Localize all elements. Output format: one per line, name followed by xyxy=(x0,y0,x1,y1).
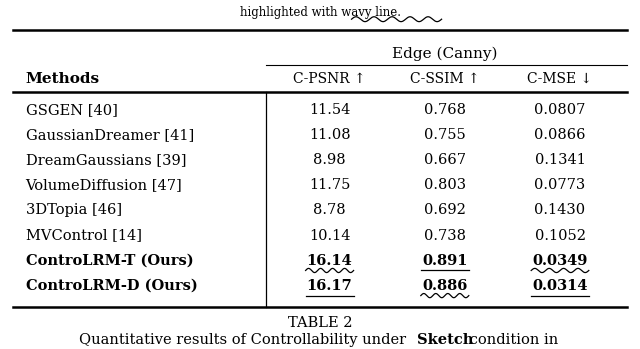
Text: 3DTopia [46]: 3DTopia [46] xyxy=(26,203,122,217)
Text: 0.692: 0.692 xyxy=(424,203,466,217)
Text: 0.0807: 0.0807 xyxy=(534,103,586,117)
Text: 0.1052: 0.1052 xyxy=(534,229,586,243)
Text: 16.14: 16.14 xyxy=(307,254,353,268)
Text: 0.1430: 0.1430 xyxy=(534,203,586,217)
Text: Methods: Methods xyxy=(26,72,100,86)
Text: 0.0349: 0.0349 xyxy=(532,254,588,268)
Text: C-MSE ↓: C-MSE ↓ xyxy=(527,72,593,86)
Text: 0.768: 0.768 xyxy=(424,103,466,117)
Text: 11.08: 11.08 xyxy=(308,128,351,142)
Text: 0.1341: 0.1341 xyxy=(534,153,586,167)
Text: 0.738: 0.738 xyxy=(424,229,466,243)
Text: 0.755: 0.755 xyxy=(424,128,466,142)
Text: GSGEN [40]: GSGEN [40] xyxy=(26,103,118,117)
Text: 8.78: 8.78 xyxy=(314,203,346,217)
Text: condition in: condition in xyxy=(465,333,559,347)
Text: Edge (Canny): Edge (Canny) xyxy=(392,47,497,61)
Text: VolumeDiffusion [47]: VolumeDiffusion [47] xyxy=(26,178,182,192)
Text: DreamGaussians [39]: DreamGaussians [39] xyxy=(26,153,186,167)
Text: MVControl [14]: MVControl [14] xyxy=(26,229,141,243)
Text: C-SSIM ↑: C-SSIM ↑ xyxy=(410,72,479,86)
Text: 8.98: 8.98 xyxy=(314,153,346,167)
Text: 0.0773: 0.0773 xyxy=(534,178,586,192)
Text: highlighted with wavy line.: highlighted with wavy line. xyxy=(239,6,401,20)
Text: 16.17: 16.17 xyxy=(307,279,353,293)
Text: 0.886: 0.886 xyxy=(422,279,467,293)
Text: ControLRM-D (Ours): ControLRM-D (Ours) xyxy=(26,279,197,293)
Text: 11.75: 11.75 xyxy=(309,178,350,192)
Text: Quantitative results of Controllability under: Quantitative results of Controllability … xyxy=(79,333,411,347)
Text: 0.891: 0.891 xyxy=(422,254,468,268)
Text: GaussianDreamer [41]: GaussianDreamer [41] xyxy=(26,128,194,142)
Text: 0.0866: 0.0866 xyxy=(534,128,586,142)
Text: TABLE 2: TABLE 2 xyxy=(288,316,352,330)
Text: 0.803: 0.803 xyxy=(424,178,466,192)
Text: Sketch: Sketch xyxy=(417,333,474,347)
Text: C-PSNR ↑: C-PSNR ↑ xyxy=(293,72,366,86)
Text: 0.667: 0.667 xyxy=(424,153,466,167)
Text: 0.0314: 0.0314 xyxy=(532,279,588,293)
Text: 10.14: 10.14 xyxy=(309,229,350,243)
Text: ControLRM-T (Ours): ControLRM-T (Ours) xyxy=(26,254,193,268)
Text: 11.54: 11.54 xyxy=(309,103,350,117)
